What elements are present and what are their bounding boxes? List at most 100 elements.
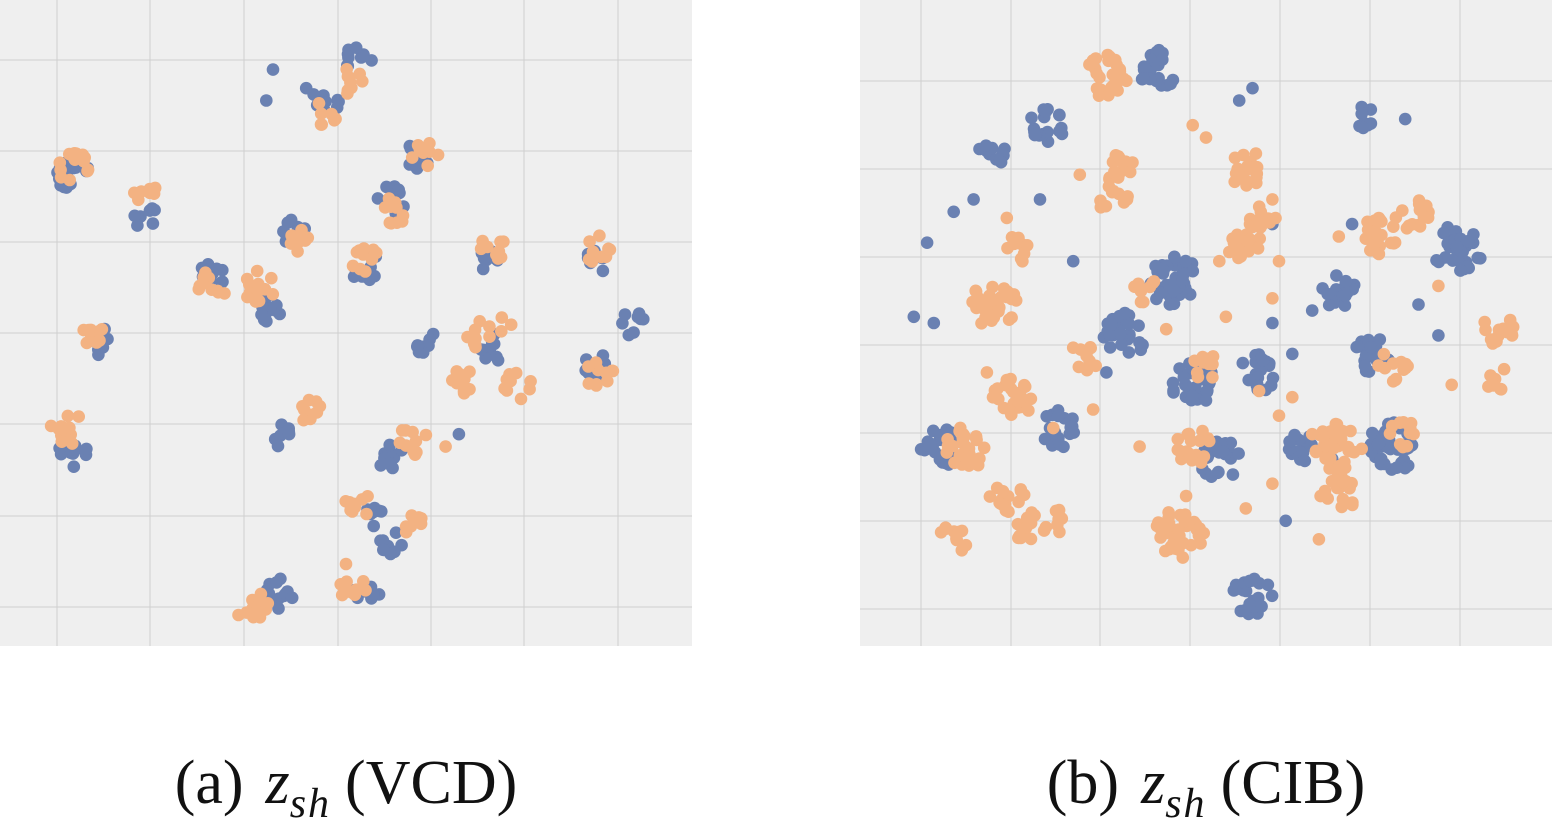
scatter-point — [1272, 254, 1286, 268]
scatter-point — [345, 586, 358, 599]
scatter-point — [1037, 524, 1051, 537]
scatter-point — [1350, 340, 1363, 354]
scatter-point — [251, 277, 265, 291]
scatter-point — [1228, 175, 1241, 189]
scatter-point — [514, 392, 528, 406]
scatter-point — [1226, 468, 1240, 481]
scatter-point — [1122, 317, 1136, 331]
scatter-point — [1377, 347, 1391, 361]
scatter-point — [1252, 200, 1266, 213]
scatter-point — [1266, 292, 1279, 305]
scatter-point — [266, 63, 280, 76]
scatter-point — [1272, 409, 1286, 423]
scatter-point — [423, 145, 436, 158]
scatter-point — [81, 164, 94, 178]
scatter-point — [1173, 444, 1186, 458]
scatter-point — [205, 283, 218, 297]
scatter-point — [1388, 236, 1402, 249]
scatter-point — [1339, 274, 1353, 288]
scatter-point — [492, 245, 506, 258]
series-1-points — [934, 48, 1520, 564]
scatter-point — [356, 50, 370, 63]
scatter-point — [1371, 437, 1385, 451]
scatter-point — [312, 97, 326, 110]
caption-a-method: (VCD) — [345, 749, 518, 817]
scatter-point — [924, 437, 937, 451]
scatter-point — [1133, 440, 1146, 453]
scatter-point — [284, 237, 298, 250]
scatter-point — [1437, 226, 1450, 240]
scatter-point — [1253, 232, 1266, 245]
scatter-point — [302, 393, 316, 407]
scatter-point — [1305, 304, 1319, 317]
scatter-point — [1156, 53, 1169, 66]
scatter-point — [1344, 424, 1357, 438]
scatter-point — [266, 288, 280, 301]
scatter-point — [1092, 89, 1106, 102]
scatter-point — [1497, 362, 1511, 376]
scatter-point — [250, 605, 263, 618]
scatter-point — [1478, 315, 1491, 329]
scatter-point — [1188, 354, 1201, 368]
caption-a-subscript: sh — [289, 781, 332, 827]
scatter-point — [375, 505, 388, 518]
scatter-point — [939, 522, 953, 535]
scatter-point — [1007, 385, 1020, 399]
scatter-point — [1106, 68, 1120, 81]
scatter-point — [409, 434, 423, 448]
scatter-point — [495, 325, 508, 338]
scatter-point — [1024, 532, 1038, 546]
scatter-point — [1355, 107, 1368, 121]
scatter-point — [1389, 373, 1402, 387]
scatter-point — [477, 251, 491, 265]
scatter-point — [55, 435, 69, 449]
scatter-point — [1055, 127, 1069, 141]
scatter-point — [1172, 523, 1185, 536]
scatter-point — [371, 192, 385, 205]
scatter-point — [389, 526, 403, 539]
scatter-point — [1126, 156, 1139, 169]
scatter-point — [297, 413, 310, 427]
scatter-point — [1007, 288, 1021, 301]
scatter-point — [1000, 211, 1014, 225]
scatter-point — [332, 95, 345, 108]
scatter-point — [1100, 366, 1113, 379]
scatter-point — [63, 421, 76, 435]
scatter-point — [1183, 447, 1196, 461]
scatter-point — [341, 87, 354, 100]
scatter-point — [1024, 516, 1038, 530]
scatter-point — [404, 520, 418, 533]
scatter-point — [380, 180, 393, 194]
scatter-point — [1154, 531, 1167, 544]
scatter-point — [590, 378, 603, 391]
scatter-point — [421, 159, 435, 173]
scatter-point — [1454, 264, 1467, 277]
scatter-point — [1262, 212, 1276, 226]
scatter-point — [1430, 253, 1443, 267]
scatter-point — [415, 512, 428, 525]
scatter-point — [383, 438, 397, 452]
scatter-point — [1358, 359, 1372, 373]
scatter-point — [992, 305, 1005, 318]
scatter-point — [509, 366, 523, 380]
scatter-point — [1398, 112, 1412, 126]
scatter-point — [1184, 538, 1198, 552]
scatter-point — [977, 441, 991, 455]
scatter-point — [1137, 295, 1150, 309]
scatter-point — [947, 205, 960, 219]
scatter-point — [483, 330, 496, 344]
scatter-point — [395, 424, 409, 437]
scatter-point — [1102, 89, 1115, 102]
scatter-point — [61, 409, 75, 423]
scatter-point — [497, 235, 510, 248]
scatter-point — [419, 428, 433, 442]
scatter-point — [1137, 60, 1151, 73]
scatter-point — [353, 67, 367, 81]
scatter-point — [452, 427, 466, 441]
scatter-point — [1117, 72, 1131, 86]
scatter-point — [1213, 254, 1226, 268]
scatter-point — [958, 430, 971, 443]
scatter-point — [1033, 193, 1047, 206]
scatter-point — [927, 316, 941, 330]
scatter-point — [65, 437, 79, 450]
